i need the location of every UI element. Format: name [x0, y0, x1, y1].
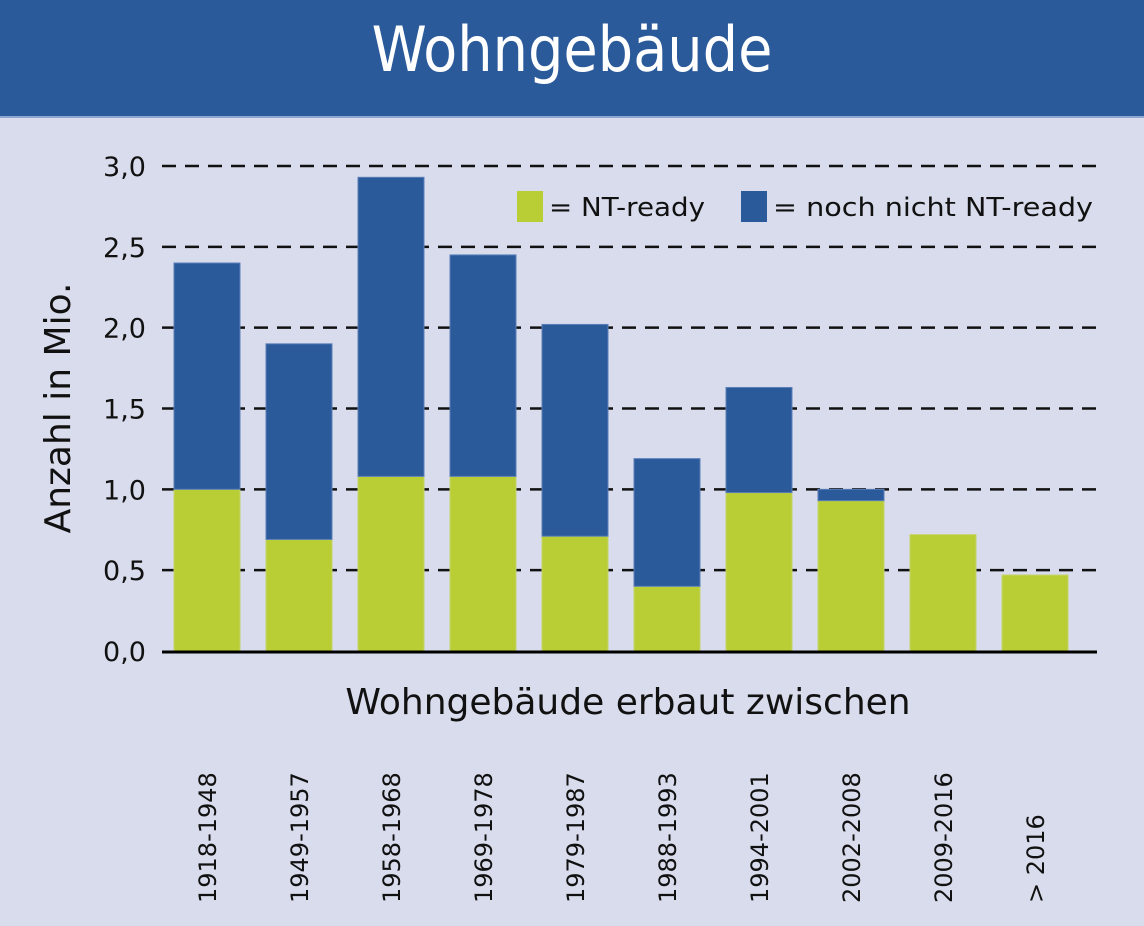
bar-nt-ready — [449, 475, 517, 652]
x-category-label: 1918-1948 — [194, 772, 222, 903]
chart-title: Wohngebäude — [371, 13, 773, 86]
bars — [173, 176, 1069, 652]
bar-not-nt-ready — [357, 176, 425, 477]
legend-swatch-nt-ready — [517, 191, 543, 222]
legend-label: = noch nicht NT-ready — [773, 193, 1093, 223]
y-tick-label: 0,5 — [103, 556, 146, 587]
bar-nt-ready — [541, 535, 609, 652]
x-category-label: 1988-1993 — [654, 772, 682, 903]
bar-not-nt-ready — [817, 488, 885, 502]
bar-nt-ready — [1001, 574, 1069, 652]
y-axis-label: Anzahl in Mio. — [38, 283, 79, 534]
y-tick-label: 1,0 — [103, 475, 146, 506]
x-category-label: 2002-2008 — [838, 772, 866, 903]
bar-nt-ready — [633, 585, 701, 652]
bar-not-nt-ready — [633, 458, 701, 587]
y-tick-label: 2,0 — [103, 314, 146, 345]
bar-not-nt-ready — [449, 254, 517, 477]
bar-not-nt-ready — [265, 343, 333, 540]
x-category-label: > 2016 — [1022, 814, 1050, 903]
bar-not-nt-ready — [725, 386, 793, 494]
header-banner: Wohngebäude — [0, 0, 1144, 118]
y-tick-label: 0,0 — [103, 637, 146, 668]
bar-not-nt-ready — [173, 262, 241, 490]
bar-nt-ready — [173, 488, 241, 652]
x-axis-categories: 1918-1948 1949-1957 1958-1968 1969-1978 1979… — [194, 772, 1050, 903]
bar-nt-ready — [265, 538, 333, 652]
x-category-label: 1958-1968 — [378, 772, 406, 903]
legend: = NT-ready = noch nicht NT-ready — [517, 191, 1093, 223]
y-tick-label: 3,0 — [103, 152, 146, 183]
x-category-label: 2009-2016 — [930, 772, 958, 903]
bar-nt-ready — [725, 492, 793, 652]
y-tick-label: 2,5 — [103, 233, 146, 264]
x-axis-label: Wohngebäude erbaut zwischen — [345, 682, 910, 723]
bar-nt-ready — [909, 534, 977, 652]
legend-label: = NT-ready — [549, 193, 705, 223]
y-axis-ticks: 0,0 0,5 1,0 1,5 2,0 2,5 3,0 — [103, 152, 146, 668]
y-tick-label: 1,5 — [103, 395, 146, 426]
x-category-label: 1969-1978 — [470, 772, 498, 903]
bar-not-nt-ready — [541, 323, 609, 537]
legend-swatch-not-nt-ready — [741, 191, 767, 222]
bar-nt-ready — [357, 475, 425, 652]
x-category-label: 1994-2001 — [746, 772, 774, 903]
x-category-label: 1949-1957 — [286, 772, 314, 903]
gridlines — [162, 164, 1097, 572]
bar-nt-ready — [817, 500, 885, 652]
x-category-label: 1979-1987 — [562, 772, 590, 903]
